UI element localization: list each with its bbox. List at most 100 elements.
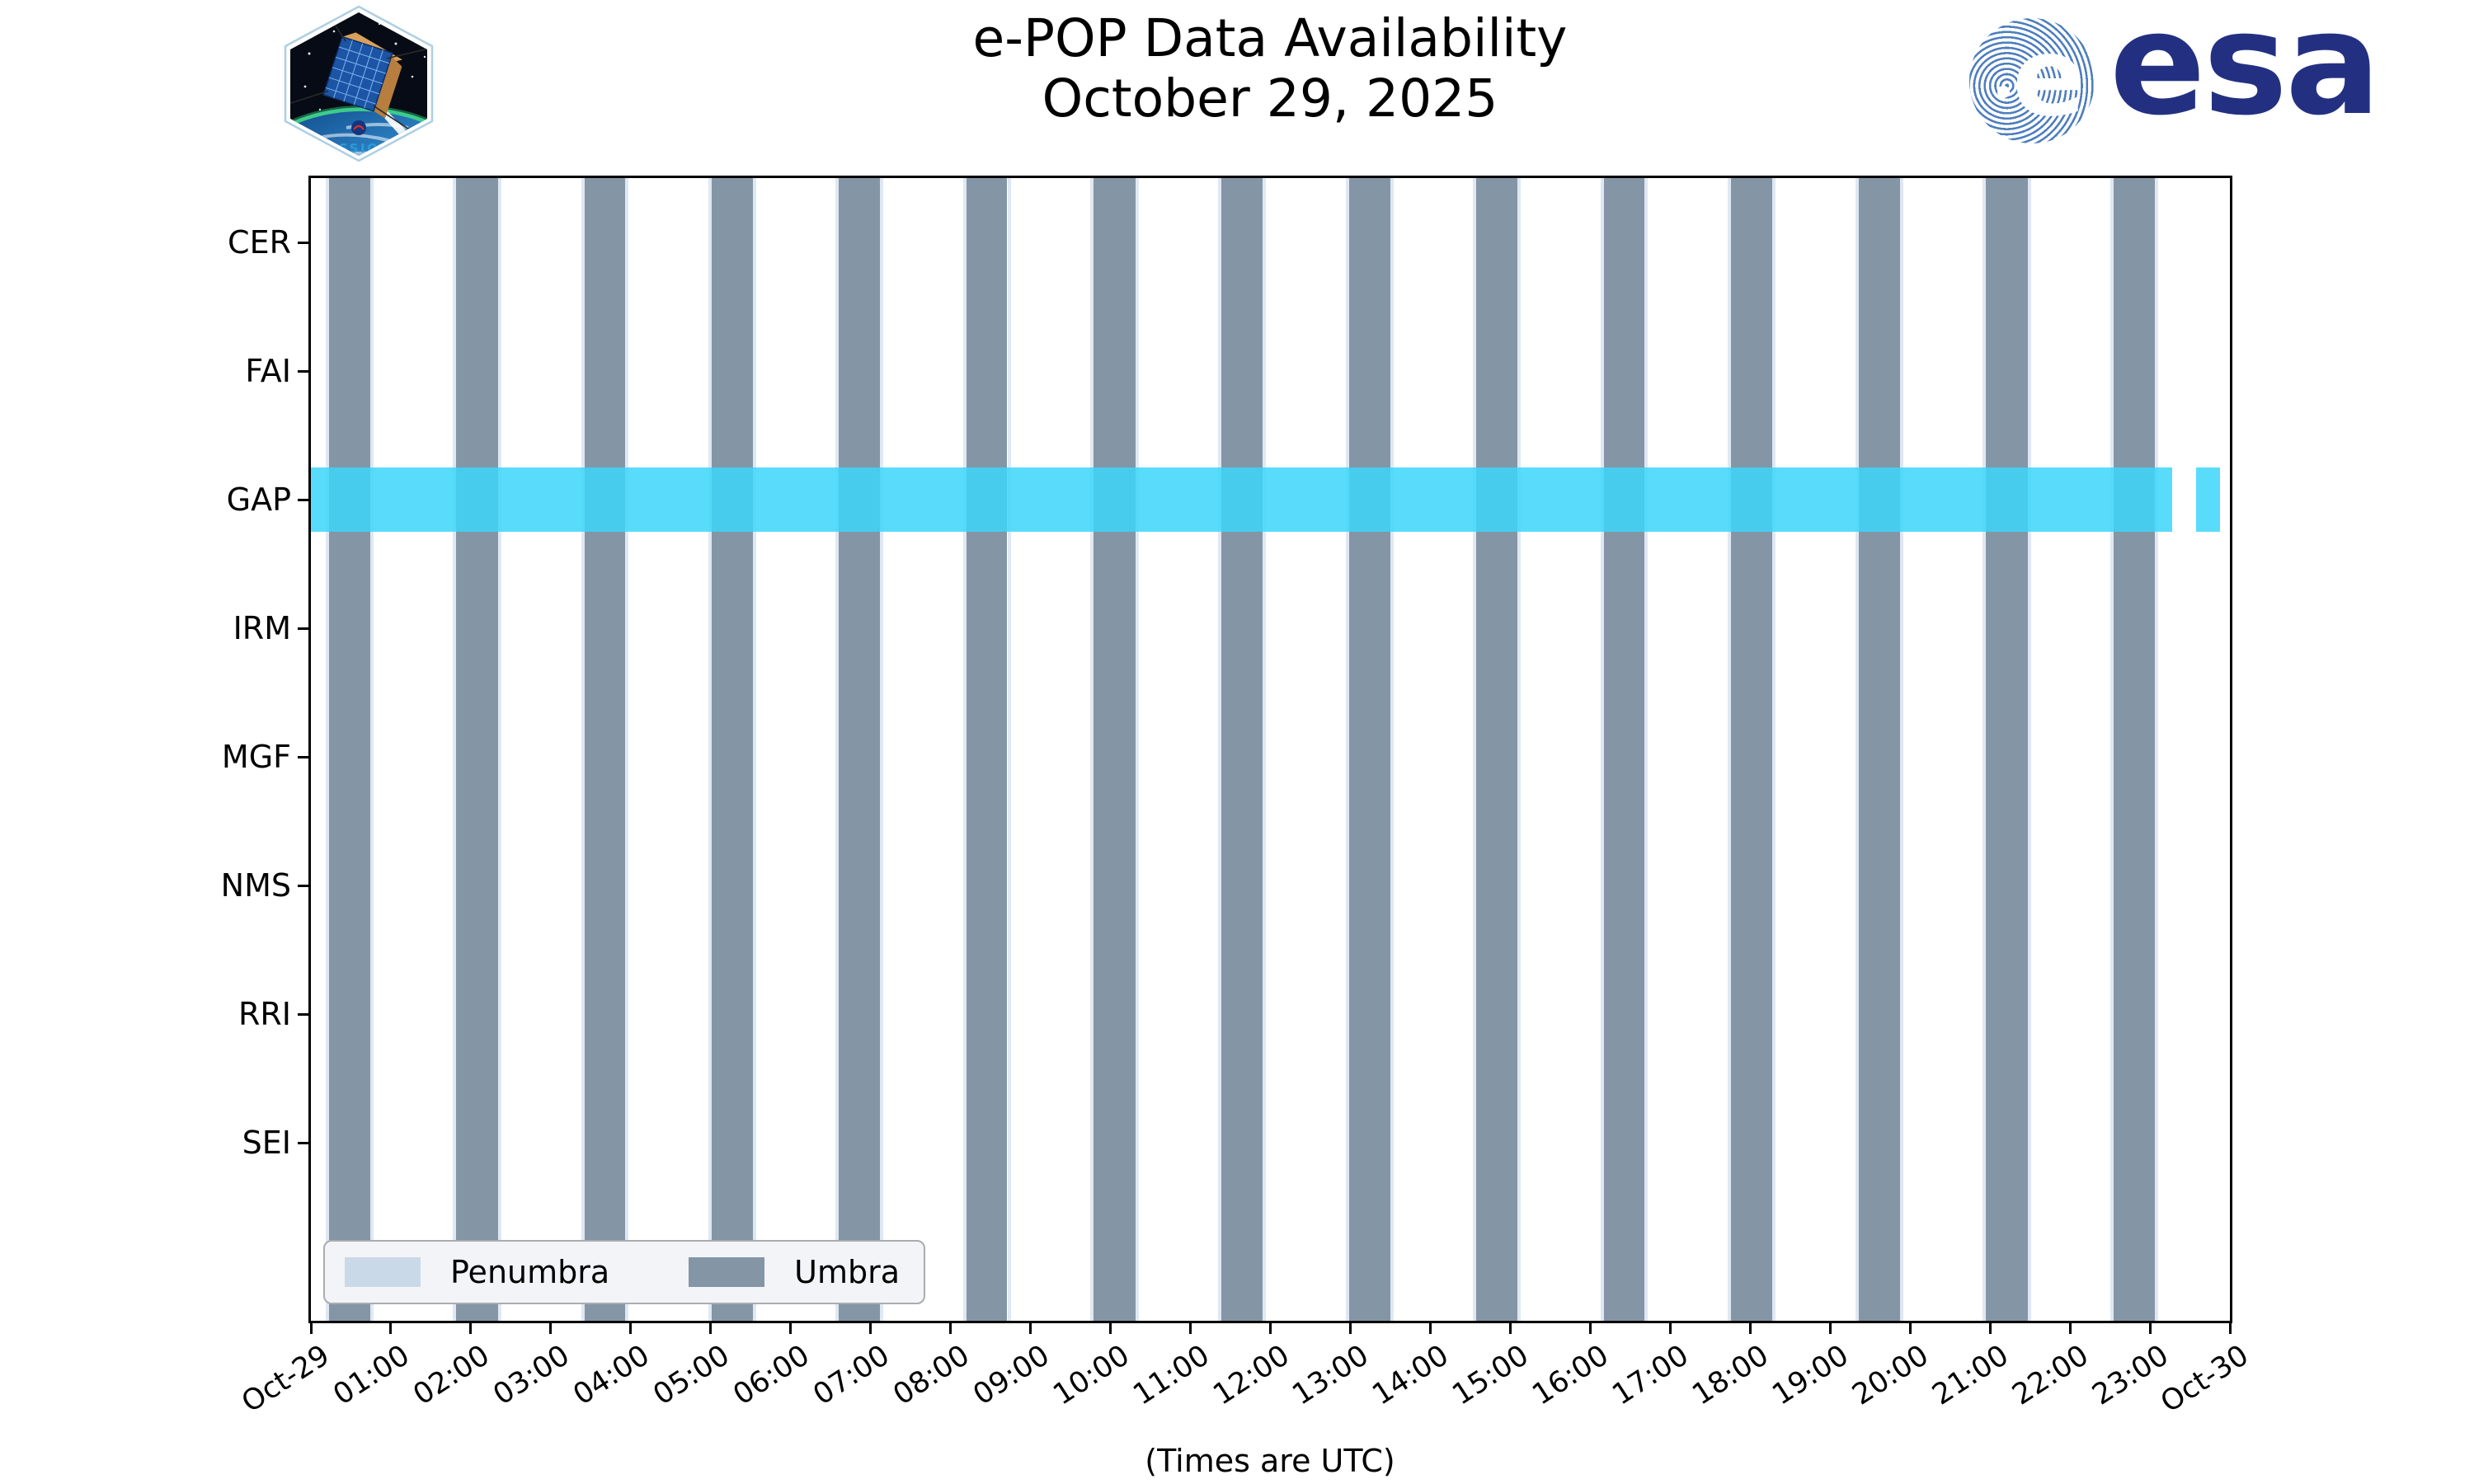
x-tick xyxy=(469,1322,473,1334)
csa-caption: CSA·ASC xyxy=(350,138,368,143)
x-tick-label: 17:00 xyxy=(1606,1339,1696,1412)
penumbra-strip xyxy=(1600,178,1604,1321)
penumbra-strip xyxy=(1472,178,1476,1321)
penumbra-strip xyxy=(369,178,374,1321)
y-tick xyxy=(298,369,310,373)
x-axis-note: (Times are UTC) xyxy=(1145,1443,1395,1479)
x-tick xyxy=(1508,1322,1512,1334)
x-tick xyxy=(629,1322,633,1334)
penumbra-strip xyxy=(963,178,967,1321)
x-tick xyxy=(709,1322,713,1334)
penumbra-strip xyxy=(835,178,839,1321)
umbra-bar xyxy=(2114,178,2155,1321)
y-tick xyxy=(298,755,310,758)
x-tick xyxy=(1748,1322,1752,1334)
chart-title: e-POP Data Availability xyxy=(972,8,1568,68)
legend-item-penumbra: Penumbra xyxy=(345,1254,609,1290)
x-tick xyxy=(789,1322,793,1334)
y-axis-label-IRM: IRM xyxy=(233,610,291,646)
legend-label-umbra: Umbra xyxy=(794,1254,901,1290)
penumbra-strip xyxy=(753,178,757,1321)
y-tick xyxy=(298,627,310,630)
cassiope-patch-logo: CSA·ASC CASSIOPE xyxy=(284,5,434,162)
penumbra-strip xyxy=(880,178,884,1321)
legend-swatch-penumbra xyxy=(345,1257,421,1287)
chart-subtitle: October 29, 2025 xyxy=(1042,68,1498,129)
x-tick-label: 09:00 xyxy=(967,1339,1056,1412)
x-tick xyxy=(1828,1322,1832,1334)
csa-roundel-icon xyxy=(351,120,366,135)
umbra-bar xyxy=(967,178,1008,1321)
x-tick-label: 07:00 xyxy=(807,1339,896,1412)
umbra-bar xyxy=(1730,178,1773,1321)
x-tick xyxy=(309,1322,313,1334)
x-tick xyxy=(2148,1322,2152,1334)
x-tick xyxy=(1588,1322,1592,1334)
umbra-bar xyxy=(1603,178,1645,1321)
legend-label-penumbra: Penumbra xyxy=(450,1254,610,1290)
penumbra-strip xyxy=(2154,178,2158,1321)
x-tick-label: 04:00 xyxy=(567,1339,656,1412)
x-tick-label: 02:00 xyxy=(407,1339,496,1412)
penumbra-strip xyxy=(2027,178,2031,1321)
x-tick-label: 10:00 xyxy=(1047,1339,1136,1412)
x-tick xyxy=(549,1322,553,1334)
x-tick xyxy=(2068,1322,2072,1334)
x-tick xyxy=(869,1322,872,1334)
y-axis-label-SEI: SEI xyxy=(242,1125,291,1161)
x-tick-label: 18:00 xyxy=(1686,1339,1776,1412)
esa-logo: e esa xyxy=(1963,0,2458,152)
x-tick-label: 03:00 xyxy=(487,1339,576,1412)
umbra-bar xyxy=(711,178,754,1321)
y-axis-label-CER: CER xyxy=(228,224,291,261)
x-tick xyxy=(1269,1322,1272,1334)
penumbra-strip xyxy=(1262,178,1266,1321)
y-tick xyxy=(298,1012,310,1016)
legend-item-umbra: Umbra xyxy=(689,1254,900,1290)
x-tick xyxy=(2228,1322,2232,1334)
penumbra-strip xyxy=(1390,178,1394,1321)
legend-swatch-umbra xyxy=(689,1257,765,1287)
umbra-bar xyxy=(1986,178,2028,1321)
x-tick-label: 01:00 xyxy=(327,1339,416,1412)
penumbra-strip xyxy=(581,178,585,1321)
esa-emblem-e: e xyxy=(2012,18,2086,141)
penumbra-strip xyxy=(1218,178,1222,1321)
x-tick-label: 21:00 xyxy=(1926,1339,2015,1412)
legend: Penumbra Umbra xyxy=(323,1240,925,1304)
gap-availability-bar xyxy=(2196,467,2221,532)
x-tick xyxy=(1428,1322,1432,1334)
x-tick-label: 11:00 xyxy=(1126,1339,1216,1412)
penumbra-strip xyxy=(1982,178,1987,1321)
y-tick xyxy=(298,498,310,501)
x-tick xyxy=(1668,1322,1672,1334)
esa-emblem-dot-icon xyxy=(1997,86,2010,98)
plot-area: Penumbra Umbra xyxy=(308,176,2232,1323)
penumbra-strip xyxy=(2110,178,2114,1321)
penumbra-strip xyxy=(1007,178,1011,1321)
x-tick xyxy=(1348,1322,1352,1334)
csa-chevron xyxy=(353,124,365,130)
umbra-bar xyxy=(838,178,881,1321)
x-tick xyxy=(1988,1322,1992,1334)
penumbra-strip xyxy=(1644,178,1649,1321)
y-tick xyxy=(298,241,310,244)
penumbra-strip xyxy=(326,178,330,1321)
x-tick xyxy=(389,1322,393,1334)
umbra-bar xyxy=(1221,178,1263,1321)
penumbra-strip xyxy=(1772,178,1776,1321)
x-tick-label: 16:00 xyxy=(1526,1339,1616,1412)
penumbra-strip xyxy=(1899,178,1903,1321)
y-axis-label-MGF: MGF xyxy=(221,739,291,775)
umbra-bar xyxy=(1094,178,1136,1321)
y-axis-label-RRI: RRI xyxy=(238,996,291,1032)
umbra-bar xyxy=(1475,178,1518,1321)
penumbra-strip xyxy=(1345,178,1349,1321)
x-tick-label: 08:00 xyxy=(887,1339,976,1412)
umbra-bar xyxy=(456,178,498,1321)
x-tick-label: Oct-29 xyxy=(236,1339,336,1420)
x-tick-label: 19:00 xyxy=(1766,1339,1855,1412)
x-tick-label: 13:00 xyxy=(1286,1339,1376,1412)
umbra-bar xyxy=(584,178,626,1321)
